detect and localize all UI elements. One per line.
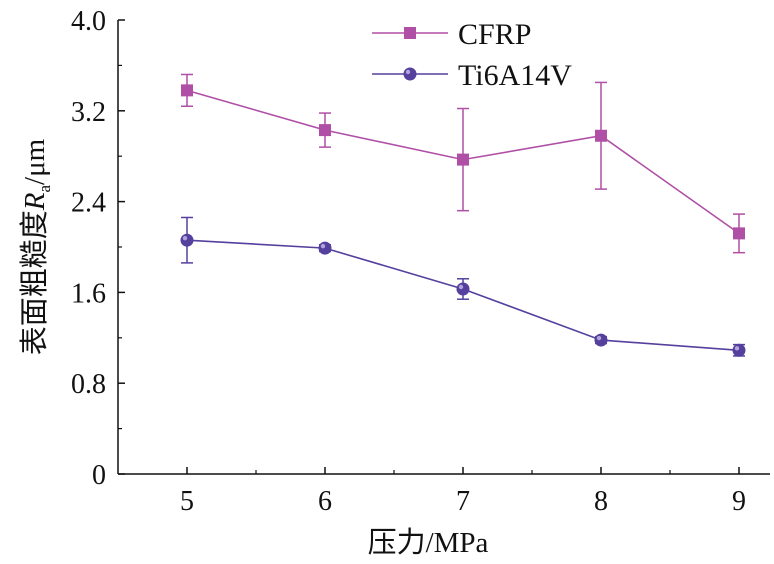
data-point-highlight — [320, 243, 326, 249]
series-ti6a14v — [180, 216, 746, 357]
x-tick-label: 9 — [732, 486, 746, 517]
axes — [117, 20, 770, 475]
y-axis-label: 表面粗糙度Ra/μm — [18, 138, 54, 355]
legend-label: CFRP — [458, 18, 531, 51]
data-point — [319, 124, 331, 137]
data-point — [594, 333, 608, 347]
x-tick-label: 5 — [180, 486, 194, 517]
x-tick-label: 7 — [456, 486, 470, 517]
y-axis-label-subscript: a — [35, 184, 54, 192]
y-axis-label-suffix: /μm — [19, 138, 51, 185]
data-point — [732, 343, 746, 357]
y-tick-label: 0 — [92, 460, 106, 491]
data-point-highlight — [734, 346, 740, 351]
data-point — [456, 282, 470, 296]
x-axis-label: 压力/MPa — [368, 526, 489, 559]
data-point-highlight — [458, 284, 464, 290]
data-point — [180, 233, 194, 247]
y-tick-label: 2.4 — [71, 188, 106, 219]
x-tick-label: 6 — [318, 486, 332, 517]
series-cfrp — [181, 73, 745, 254]
data-point — [457, 153, 469, 166]
y-tick-label: 3.2 — [71, 97, 106, 128]
data-point — [733, 227, 745, 240]
legend: CFRP Ti6A14V — [372, 18, 572, 92]
data-point — [595, 129, 607, 142]
y-tick-label: 0.8 — [71, 369, 106, 400]
y-axis-label-prefix: 表面粗糙度 — [18, 210, 51, 355]
legend-label: Ti6A14V — [458, 59, 572, 92]
y-axis-label-symbol: R — [19, 192, 51, 211]
data-point — [181, 84, 193, 97]
y-tick-label: 4.0 — [71, 6, 106, 37]
legend-marker — [404, 27, 416, 39]
legend-marker — [403, 67, 417, 81]
legend-marker-highlight — [405, 69, 411, 75]
data-point-highlight — [182, 235, 188, 241]
x-tick-label: 8 — [594, 486, 608, 517]
data-point-highlight — [596, 335, 602, 341]
y-tick-label: 1.6 — [71, 278, 106, 309]
data-point — [318, 241, 332, 255]
